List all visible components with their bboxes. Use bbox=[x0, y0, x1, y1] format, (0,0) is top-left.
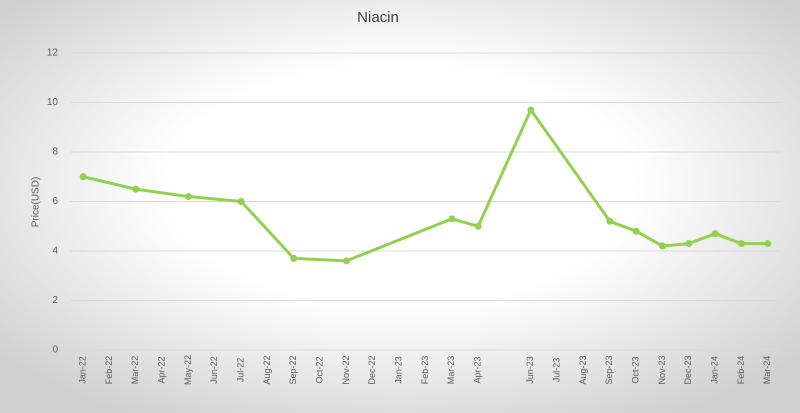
y-tick-label: 6 bbox=[52, 196, 58, 207]
line-segment bbox=[292, 256, 348, 263]
x-tick-label: May-22 bbox=[183, 355, 193, 385]
line-segment bbox=[239, 200, 296, 260]
x-tick-label: Mar-22 bbox=[130, 356, 140, 385]
x-tick-label: Sep-22 bbox=[288, 355, 298, 384]
x-tick-label: Jan-24 bbox=[710, 356, 720, 384]
line-segment bbox=[687, 232, 717, 246]
data-point bbox=[606, 217, 614, 225]
y-tick-label: 2 bbox=[52, 295, 58, 306]
data-point bbox=[527, 106, 535, 114]
x-tick-label: Oct-23 bbox=[631, 356, 641, 383]
data-point bbox=[448, 215, 456, 223]
x-tick-label: Sep-23 bbox=[604, 355, 614, 384]
x-tick-label: Jul-22 bbox=[236, 358, 246, 383]
data-point bbox=[738, 240, 745, 248]
line-segment bbox=[608, 219, 638, 233]
x-tick-label: Mar-24 bbox=[762, 356, 772, 385]
data-point bbox=[711, 230, 719, 238]
line-segment bbox=[476, 108, 533, 228]
line-segment bbox=[529, 108, 612, 223]
line-segment bbox=[661, 242, 691, 248]
data-point bbox=[764, 240, 772, 248]
x-tick-label: Aug-23 bbox=[578, 355, 588, 384]
y-tick-label: 10 bbox=[47, 97, 59, 108]
y-tick-label: 0 bbox=[52, 345, 58, 356]
x-tick-label: Apr-22 bbox=[157, 356, 167, 383]
data-point bbox=[659, 242, 666, 250]
line-segment bbox=[134, 187, 190, 199]
x-tick-label: Dec-22 bbox=[367, 355, 377, 384]
data-point bbox=[474, 222, 482, 230]
line-segment bbox=[187, 195, 243, 203]
x-tick-label: Feb-23 bbox=[420, 356, 430, 385]
data-point bbox=[290, 254, 298, 262]
line-segment bbox=[713, 232, 743, 246]
data-point bbox=[237, 198, 245, 205]
x-tick-label: Jul-23 bbox=[552, 358, 562, 383]
x-tick-label: Jan-22 bbox=[78, 356, 88, 384]
x-tick-label: Nov-22 bbox=[341, 355, 351, 384]
y-tick-label: 8 bbox=[52, 147, 58, 158]
x-tick-label: Apr-23 bbox=[473, 356, 483, 383]
line-segment bbox=[345, 217, 454, 263]
data-point bbox=[185, 193, 192, 201]
x-tick-label: Dec-23 bbox=[683, 355, 693, 384]
data-point bbox=[685, 240, 693, 248]
x-tick-label: Mar-23 bbox=[446, 356, 456, 385]
x-tick-label: Aug-22 bbox=[262, 355, 272, 384]
x-tick-label: Jun-23 bbox=[525, 356, 535, 384]
y-axis-label: Price(USD) bbox=[31, 177, 42, 228]
line-segment bbox=[81, 175, 138, 191]
x-tick-label: Jun-22 bbox=[209, 356, 219, 384]
x-tick-label: Feb-24 bbox=[736, 356, 746, 385]
x-tick-label: Oct-22 bbox=[315, 356, 325, 383]
data-point bbox=[132, 185, 140, 193]
line-segment bbox=[634, 229, 664, 248]
x-tick-label: Nov-23 bbox=[657, 355, 667, 384]
chart-title: Niacin bbox=[357, 9, 399, 26]
x-tick-label: Jan-23 bbox=[394, 356, 404, 384]
line-segment bbox=[450, 217, 480, 228]
data-point bbox=[632, 227, 640, 235]
data-point bbox=[79, 173, 87, 181]
y-tick-label: 4 bbox=[52, 246, 58, 257]
data-point bbox=[343, 257, 350, 265]
y-tick-label: 12 bbox=[47, 48, 59, 59]
x-tick-label: Feb-22 bbox=[104, 356, 114, 385]
